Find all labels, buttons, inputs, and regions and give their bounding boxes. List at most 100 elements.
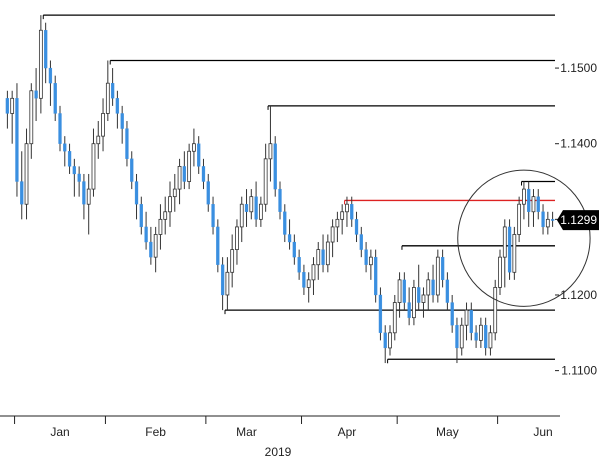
x-tick-label: Feb: [145, 425, 166, 439]
candle-body: [38, 29, 43, 99]
candle: [311, 257, 316, 295]
candle-body: [426, 279, 431, 296]
candle: [469, 302, 473, 341]
candle: [488, 325, 493, 356]
candle: [5, 90, 10, 129]
candle: [531, 189, 536, 227]
candle: [239, 196, 244, 243]
candle-body: [321, 249, 325, 265]
candle: [278, 181, 282, 220]
candle: [44, 22, 48, 84]
candle-body: [134, 181, 139, 205]
candle-body: [278, 188, 282, 212]
candle-body: [58, 113, 62, 144]
candle: [541, 204, 545, 235]
x-tick-label: Jan: [50, 425, 69, 439]
last-price-tag: 1.1299: [557, 210, 599, 231]
candle-body: [502, 226, 507, 258]
candle: [431, 264, 435, 303]
candle-body: [91, 143, 96, 190]
candle-body: [225, 271, 230, 296]
candle-body: [522, 188, 526, 205]
candle-body: [44, 30, 48, 69]
candle: [139, 196, 143, 235]
candle-body: [474, 332, 478, 341]
candle-body: [316, 249, 321, 266]
candle-body: [440, 257, 445, 281]
candle-body: [177, 165, 182, 190]
candle-body: [192, 143, 196, 152]
candle-body: [397, 279, 402, 303]
y-tick-label: 1.1500: [560, 61, 597, 75]
candle: [536, 189, 540, 220]
candle: [527, 181, 531, 227]
candle-body: [378, 294, 383, 333]
y-tick-label: 1.1100: [561, 364, 597, 378]
candle: [163, 196, 168, 235]
candle: [72, 158, 76, 197]
candle: [316, 242, 321, 280]
candle-body: [392, 302, 397, 334]
candle: [235, 219, 239, 265]
candle-body: [354, 219, 359, 235]
candle-body: [24, 143, 29, 205]
candle-body: [450, 302, 454, 326]
candle: [306, 272, 311, 303]
candle-body: [469, 309, 473, 333]
candle: [354, 211, 359, 243]
candle-body: [287, 234, 292, 243]
candle-body: [82, 181, 86, 205]
candle: [187, 143, 192, 190]
last-price-label: 1.1299: [560, 213, 597, 227]
candle: [86, 173, 91, 235]
candle: [378, 287, 383, 341]
candle: [498, 249, 502, 295]
candle: [407, 287, 411, 326]
candle-body: [235, 226, 239, 250]
candle-body: [29, 90, 34, 145]
candle-body: [507, 226, 512, 273]
candle-body: [459, 324, 464, 349]
candle-body: [211, 204, 215, 228]
candle: [220, 257, 225, 311]
candle-body: [15, 98, 19, 182]
candle-body: [402, 279, 406, 303]
candle-body: [335, 218, 340, 228]
candle-body: [488, 332, 493, 349]
candle-body: [541, 211, 545, 228]
candle-body: [34, 90, 38, 99]
candle: [125, 121, 129, 167]
candle-body: [110, 83, 115, 99]
candle-body: [120, 113, 124, 129]
candle: [38, 15, 43, 114]
x-axis: Jan Feb Mar Apr May Jun: [0, 415, 560, 439]
candle-body: [268, 143, 273, 160]
candle: [96, 121, 101, 159]
candle: [182, 151, 186, 190]
candle-body: [10, 97, 15, 114]
candle-body: [464, 309, 469, 326]
candle: [335, 211, 340, 243]
x-tick-label: Mar: [236, 425, 257, 439]
candle-body: [244, 204, 249, 212]
candle-body: [536, 196, 540, 212]
candle-body: [273, 143, 277, 190]
candle: [149, 226, 153, 265]
candle: [484, 317, 488, 356]
candle-body: [368, 256, 373, 266]
candle: [283, 204, 287, 243]
candle: [268, 105, 273, 182]
level-lines: [42, 14, 555, 364]
candle: [397, 272, 402, 318]
candle: [263, 143, 268, 212]
candle-body: [239, 203, 244, 228]
candle: [517, 196, 522, 243]
candle-body: [158, 218, 163, 235]
candle-body: [86, 188, 91, 205]
candle: [287, 219, 292, 250]
candle-body: [306, 279, 311, 288]
candle-body: [311, 264, 316, 281]
candle: [383, 325, 387, 364]
